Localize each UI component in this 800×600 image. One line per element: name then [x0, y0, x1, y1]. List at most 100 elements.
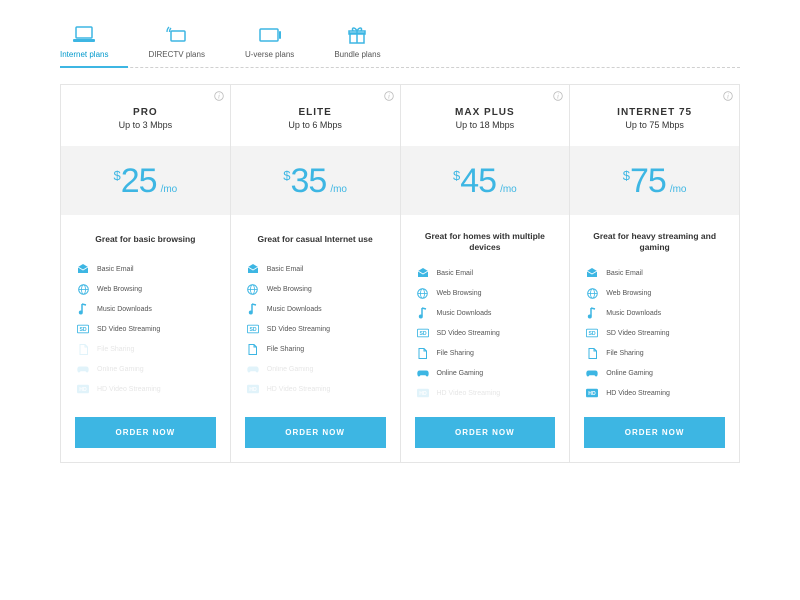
feature-label: Online Gaming	[97, 366, 144, 373]
price-amount: 75	[630, 162, 666, 201]
plan-description: Great for casual Internet use	[231, 215, 400, 259]
music-icon	[586, 308, 598, 318]
svg-text:SD: SD	[589, 331, 596, 337]
feature-hd: HD HD Video Streaming	[586, 383, 723, 403]
globe-icon	[247, 284, 259, 294]
tab-u-verse-plans[interactable]: U-verse plans	[225, 24, 314, 67]
svg-text:SD: SD	[419, 331, 426, 337]
email-icon	[586, 268, 598, 278]
svg-text:HD: HD	[249, 387, 257, 393]
info-icon[interactable]: i	[384, 91, 394, 101]
feature-game: Online Gaming	[586, 363, 723, 383]
hd-icon: HD	[417, 388, 429, 398]
hd-icon: HD	[247, 384, 259, 394]
feature-list: Basic Email Web Browsing Music Downloads SD…	[61, 259, 230, 403]
music-icon	[417, 308, 429, 318]
svg-text:SD: SD	[249, 327, 256, 333]
feature-label: SD Video Streaming	[437, 330, 500, 337]
feature-label: HD Video Streaming	[267, 386, 331, 393]
pricing-grid: iPROUp to 3 Mbps$25/moGreat for basic br…	[60, 84, 740, 463]
feature-game: Online Gaming	[247, 359, 384, 379]
plan-header: MAX PLUS Up to 18 Mbps	[401, 85, 570, 146]
music-icon	[77, 304, 89, 314]
gamepad-icon	[77, 364, 89, 374]
svg-text:i: i	[557, 93, 559, 101]
feature-label: Music Downloads	[267, 306, 322, 313]
plan-name: PRO	[69, 107, 222, 118]
file-icon	[77, 344, 89, 354]
feature-label: Web Browsing	[437, 290, 482, 297]
feature-web: Web Browsing	[77, 279, 214, 299]
plan-name: INTERNET 75	[578, 107, 731, 118]
price-amount: 45	[460, 162, 496, 201]
feature-label: Basic Email	[267, 266, 304, 273]
tab-internet-plans[interactable]: Internet plans	[60, 24, 128, 67]
price-currency: $	[283, 168, 290, 183]
feature-file: File Sharing	[77, 339, 214, 359]
price-currency: $	[114, 168, 121, 183]
email-icon	[247, 264, 259, 274]
svg-text:i: i	[388, 93, 390, 101]
order-now-button[interactable]: ORDER NOW	[415, 417, 556, 448]
feature-list: Basic EmailWeb BrowsingMusic DownloadsSD…	[401, 263, 570, 403]
plan-speed: Up to 6 Mbps	[239, 120, 392, 130]
feature-sd: SD SD Video Streaming	[417, 323, 554, 343]
feature-label: File Sharing	[606, 350, 643, 357]
feature-hd: HDHD Video Streaming	[77, 379, 214, 399]
feature-music: Music Downloads	[77, 299, 214, 319]
plan-cta-wrap: ORDER NOW	[231, 403, 400, 462]
price-currency: $	[453, 168, 460, 183]
feature-label: Web Browsing	[97, 286, 142, 293]
info-icon[interactable]: i	[214, 91, 224, 101]
plan-price: $25/mo	[61, 146, 230, 215]
plan-price: $35/mo	[231, 146, 400, 215]
feature-label: Music Downloads	[437, 310, 492, 317]
svg-text:SD: SD	[79, 327, 86, 333]
tab-bundle-plans[interactable]: Bundle plans	[314, 24, 400, 67]
order-now-button[interactable]: ORDER NOW	[75, 417, 216, 448]
plan-cta-wrap: ORDER NOW	[61, 403, 230, 462]
plan-speed: Up to 18 Mbps	[409, 120, 562, 130]
plan-card-internet-75: iINTERNET 75Up to 75 Mbps$75/moGreat for…	[569, 84, 740, 463]
feature-sd: SD SD Video Streaming	[586, 323, 723, 343]
laptop-icon	[70, 24, 98, 46]
feature-label: File Sharing	[437, 350, 474, 357]
feature-music: Music Downloads	[417, 303, 554, 323]
feature-label: SD Video Streaming	[606, 330, 669, 337]
info-icon[interactable]: i	[553, 91, 563, 101]
email-icon	[77, 264, 89, 274]
tab-label: Internet plans	[60, 50, 108, 59]
feature-web: Web Browsing	[247, 279, 384, 299]
feature-file: File Sharing	[417, 343, 554, 363]
feature-label: Music Downloads	[606, 310, 661, 317]
plan-speed: Up to 3 Mbps	[69, 120, 222, 130]
svg-text:HD: HD	[79, 387, 87, 393]
plan-description: Great for homes with multiple devices	[401, 215, 570, 263]
plan-card-pro: iPROUp to 3 Mbps$25/moGreat for basic br…	[60, 84, 231, 463]
plan-speed: Up to 75 Mbps	[578, 120, 731, 130]
file-icon	[247, 344, 259, 354]
feature-hd: HD HD Video Streaming	[247, 379, 384, 399]
file-icon	[586, 348, 598, 358]
feature-hd: HDHD Video Streaming	[417, 383, 554, 403]
price-amount: 25	[121, 162, 157, 201]
feature-label: HD Video Streaming	[606, 390, 670, 397]
tab-directv-plans[interactable]: DIRECTV plans	[128, 24, 224, 67]
plan-cta-wrap: ORDER NOW	[401, 403, 570, 462]
globe-icon	[77, 284, 89, 294]
feature-music: Music Downloads	[247, 299, 384, 319]
feature-game: Online Gaming	[417, 363, 554, 383]
plan-name: MAX PLUS	[409, 107, 562, 118]
sd-icon: SD	[417, 328, 429, 338]
sd-icon: SD	[247, 324, 259, 334]
order-now-button[interactable]: ORDER NOW	[245, 417, 386, 448]
info-icon[interactable]: i	[723, 91, 733, 101]
price-period: /mo	[161, 184, 178, 195]
feature-email: Basic Email	[77, 259, 214, 279]
order-now-button[interactable]: ORDER NOW	[584, 417, 725, 448]
tab-label: DIRECTV plans	[148, 50, 204, 59]
svg-text:HD: HD	[589, 391, 597, 397]
plan-description: Great for basic browsing	[61, 215, 230, 259]
gamepad-icon	[417, 368, 429, 378]
file-icon	[417, 348, 429, 358]
